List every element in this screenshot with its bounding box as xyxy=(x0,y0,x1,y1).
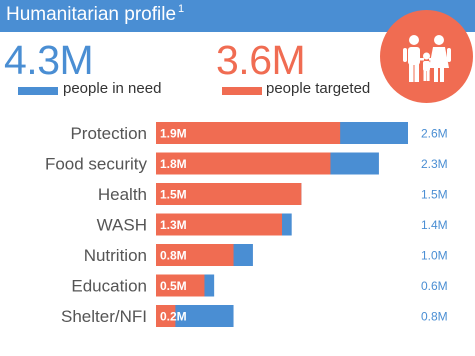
category-label: Education xyxy=(71,277,147,296)
family-badge xyxy=(380,10,473,103)
targeted-legend-swatch xyxy=(222,87,262,95)
targeted-bar xyxy=(156,122,341,144)
targeted-value-label: 0.8M xyxy=(160,249,187,263)
in-need-value-label: 2.3M xyxy=(421,157,448,171)
in-need-value-label: 1.5M xyxy=(421,188,448,202)
in-need-legend-label: people in need xyxy=(63,80,162,97)
targeted-value-label: 0.2M xyxy=(160,310,187,324)
targeted-bar xyxy=(156,152,331,175)
in-need-legend-swatch xyxy=(18,87,58,95)
title-footnote: 1 xyxy=(178,3,185,15)
sector-bar-chart: Protection 1.9M 2.6M Food security 1.8M 2.3M H… xyxy=(45,122,448,327)
category-label: Health xyxy=(98,185,147,204)
targeted-bar xyxy=(156,244,234,266)
targeted-bar xyxy=(156,183,302,205)
targeted-bar xyxy=(156,213,282,236)
in-need-value-label: 1.0M xyxy=(421,249,448,263)
in-need-value-label: 2.6M xyxy=(421,127,448,141)
targeted-legend-label: people targeted xyxy=(266,80,371,97)
targeted-value-label: 1.8M xyxy=(160,157,187,171)
people-targeted-value: 3.6M xyxy=(216,37,306,83)
title-text: Humanitarian profile xyxy=(6,4,177,25)
category-label: Nutrition xyxy=(84,246,147,265)
in-need-value-label: 0.8M xyxy=(421,310,448,324)
in-need-value-label: 0.6M xyxy=(421,279,448,293)
targeted-bar xyxy=(156,305,176,327)
targeted-value-label: 1.9M xyxy=(160,127,187,141)
category-label: WASH xyxy=(97,216,147,235)
family-icon xyxy=(403,35,451,82)
in-need-value-label: 1.4M xyxy=(421,218,448,232)
header-bar: Humanitarian profile 1 xyxy=(0,0,475,32)
page-title: Humanitarian profile 1 xyxy=(6,3,185,26)
targeted-value-label: 1.5M xyxy=(160,188,187,202)
targeted-value-label: 0.5M xyxy=(160,279,187,293)
category-label: Protection xyxy=(70,124,147,143)
category-label: Shelter/NFI xyxy=(61,307,147,326)
category-label: Food security xyxy=(45,155,148,174)
targeted-value-label: 1.3M xyxy=(160,218,187,232)
targeted-bar xyxy=(156,274,205,297)
people-in-need-value: 4.3M xyxy=(4,37,94,83)
